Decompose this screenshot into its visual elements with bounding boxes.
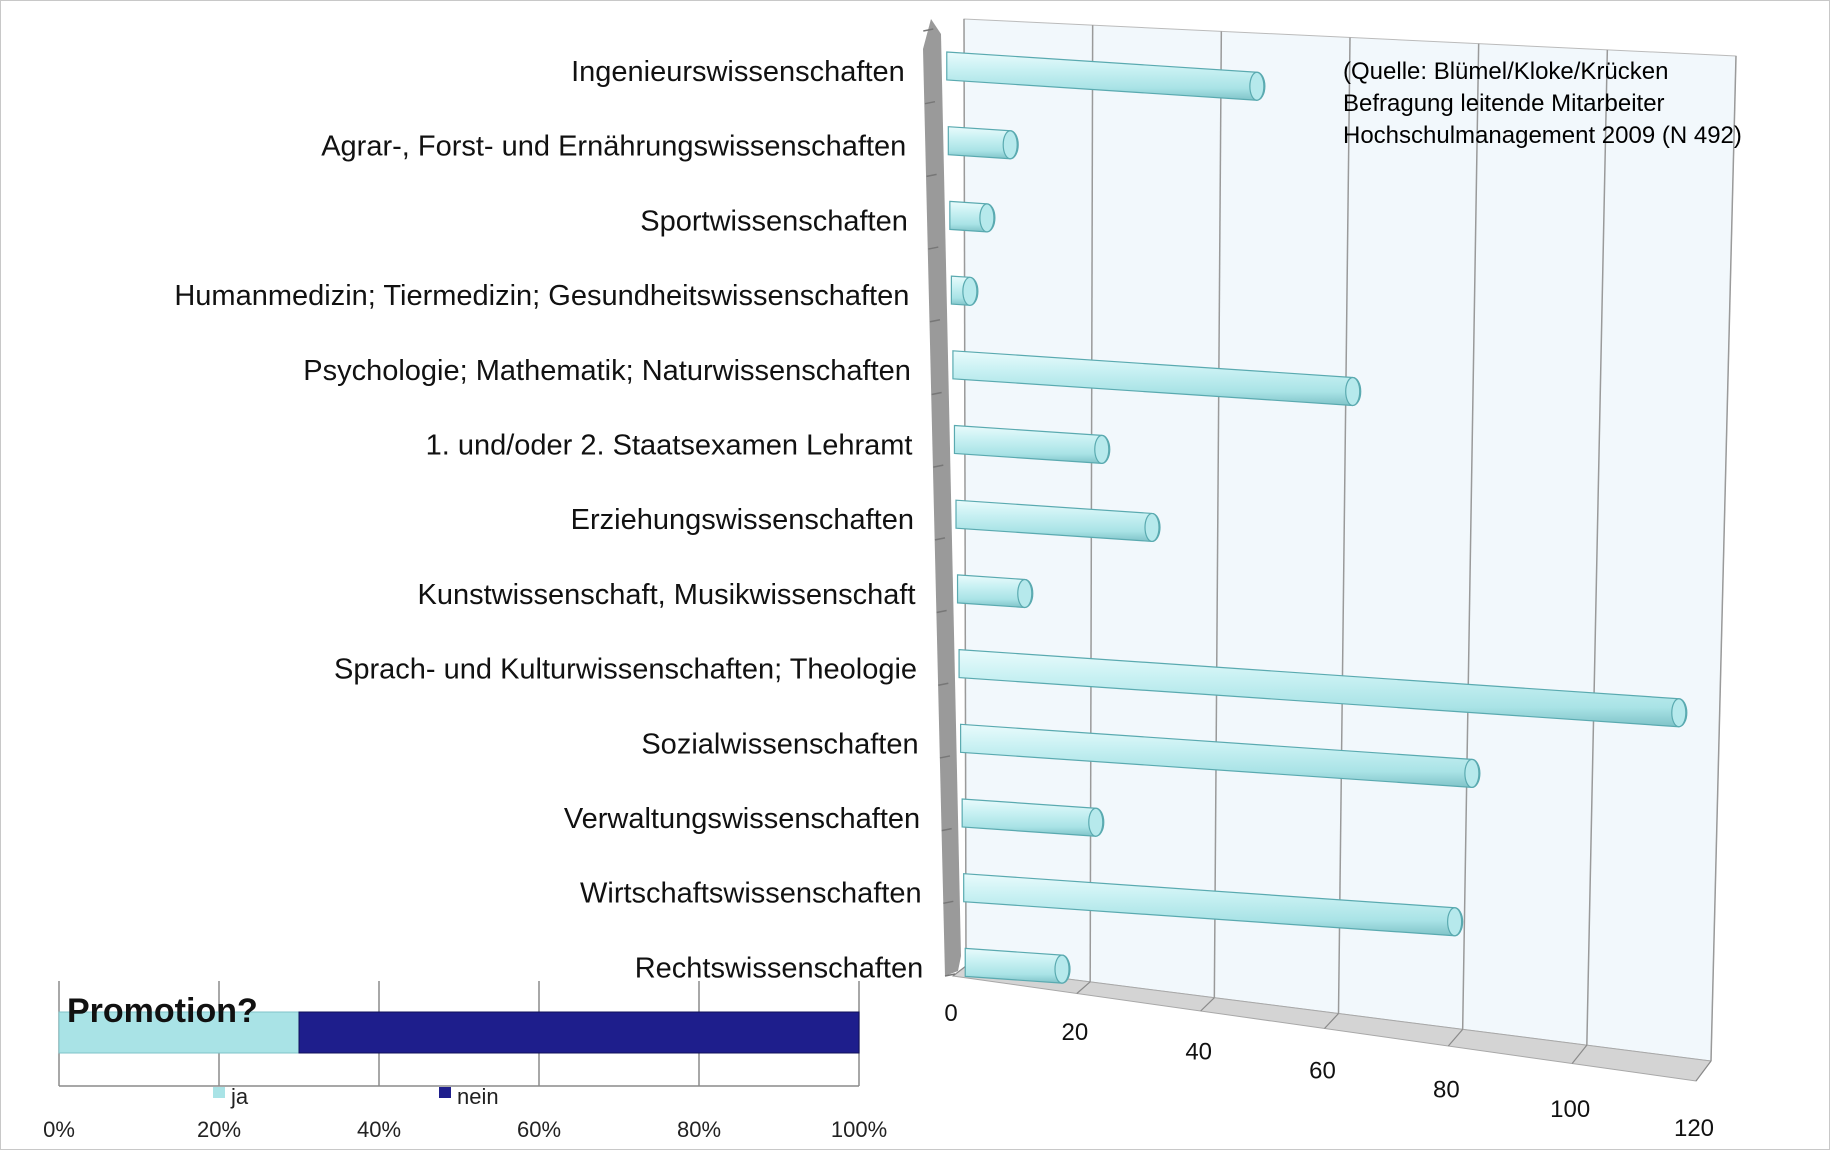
bar	[949, 200, 996, 233]
bar-end-cap	[979, 203, 995, 233]
gridline	[1586, 49, 1609, 1046]
bar-end-cap	[1249, 71, 1265, 101]
category-label: Wirtschaftswissenschaften	[580, 878, 922, 910]
category-tick	[934, 537, 946, 541]
category-label: Ingenieurswissenschaften	[571, 56, 905, 88]
bar-end-cap	[1671, 698, 1687, 728]
bar	[961, 798, 1105, 837]
mini-x-tick-label: 20%	[197, 1117, 241, 1142]
legend-label-nein: nein	[457, 1084, 499, 1109]
mini-x-tick-label: 60%	[517, 1117, 561, 1142]
bar-end-cap	[1017, 578, 1033, 609]
category-label: Sozialwissenschaften	[641, 728, 918, 760]
x-tick-label: 20	[1061, 1019, 1088, 1046]
gridline	[1213, 31, 1223, 998]
bar-end-cap	[1054, 954, 1070, 984]
bar	[955, 499, 1161, 543]
mini-chart-title: Promotion?	[67, 992, 258, 1030]
left-side-wall	[923, 19, 961, 976]
mini-x-tick-label: 40%	[357, 1117, 401, 1142]
category-tick	[928, 246, 939, 250]
mini-x-tick-label: 0%	[43, 1117, 75, 1142]
category-tick	[938, 682, 949, 686]
mini-chart: Promotion? ja nein 0% 20% 40% 60% 80% 100%	[43, 981, 887, 1142]
mini-x-tick-label: 100%	[831, 1117, 887, 1142]
source-annotation: (Quelle: Blümel/Kloke/Krücken Befragung l…	[1343, 58, 1742, 149]
x-tick-label: 80	[1433, 1077, 1460, 1104]
category-tick	[933, 464, 944, 468]
category-label: Rechtswissenschaften	[635, 952, 924, 984]
category-ticks	[923, 28, 956, 977]
bar-end-cap	[1464, 758, 1480, 789]
category-label: Erziehungswissenschaften	[571, 504, 914, 536]
category-tick	[939, 755, 951, 759]
category-label: Sprach- und Kulturwissenschaften; Theolo…	[334, 654, 917, 686]
x-tick-label: 40	[1185, 1038, 1212, 1065]
category-label: Humanmedizin; Tiermedizin; Gesundheitswi…	[174, 280, 909, 312]
gridline	[1337, 37, 1351, 1014]
category-label: Psychologie; Mathematik; Naturwissenscha…	[303, 355, 911, 387]
floor-gridline	[1200, 997, 1215, 1012]
bar	[946, 51, 1266, 101]
source-annotation-line: Hochschulmanagement 2009 (N 492)	[1343, 122, 1742, 149]
category-label: Kunstwissenschaft, Musikwissenschaft	[418, 579, 916, 611]
category-tick	[943, 900, 954, 905]
bar	[963, 873, 1464, 937]
category-tick	[926, 173, 937, 178]
source-annotation-line: (Quelle: Blümel/Kloke/Krücken	[1343, 58, 1668, 85]
category-tick	[923, 28, 934, 32]
floor-gridline	[1447, 1028, 1464, 1047]
x-tick-label: 100	[1550, 1096, 1590, 1123]
bar	[964, 947, 1071, 984]
bar-end-cap	[1345, 376, 1361, 407]
legend-swatch-ja	[213, 1087, 225, 1098]
x-tick-label: 0	[944, 1000, 957, 1027]
category-label: Sportwissenschaften	[640, 205, 908, 237]
bar	[947, 126, 1019, 160]
category-labels: Ingenieurswissenschaften Agrar-, Forst- u…	[174, 56, 923, 984]
category-tick	[931, 391, 942, 396]
category-label: Verwaltungswissenschaften	[564, 803, 920, 835]
category-tick	[929, 319, 941, 323]
bar	[960, 723, 1481, 789]
x-tick-labels: 0 20 40 60 80 100 120	[944, 1000, 1714, 1142]
bar	[953, 424, 1111, 464]
bar-end-cap	[1144, 512, 1160, 543]
gridline	[1710, 55, 1737, 1062]
category-tick	[924, 100, 936, 105]
bar-end-cap	[962, 276, 978, 306]
category-tick	[944, 973, 956, 977]
floor-gridline	[1571, 1044, 1588, 1064]
source-annotation-line: Befragung leitende Mitarbeiter	[1343, 90, 1665, 117]
bar	[956, 574, 1034, 609]
category-tick	[941, 827, 952, 832]
bar	[950, 275, 979, 306]
floor-gridline	[1076, 981, 1091, 994]
x-tick-label: 60	[1309, 1058, 1336, 1085]
gridline	[1461, 43, 1480, 1030]
legend-label-ja: ja	[230, 1084, 249, 1109]
mini-x-tick-label: 80%	[677, 1117, 721, 1142]
category-label: 1. und/oder 2. Staatsexamen Lehramt	[426, 430, 913, 462]
category-tick	[936, 609, 947, 614]
bar	[958, 648, 1688, 728]
x-tick-label: 120	[1674, 1115, 1714, 1142]
bars	[946, 51, 1688, 984]
mini-bar-segment-nein	[298, 1011, 860, 1054]
bar-end-cap	[1088, 807, 1104, 837]
bar-end-cap	[1094, 434, 1110, 464]
floor-gridline	[1695, 1060, 1712, 1082]
floor-gridline	[952, 965, 967, 977]
mini-bar-segment-ja	[58, 1011, 300, 1054]
legend-swatch-nein	[439, 1087, 451, 1098]
category-label: Agrar-, Forst- und Ernährungswissenschaf…	[321, 131, 906, 163]
bar	[952, 350, 1362, 407]
bar-end-cap	[1002, 130, 1018, 160]
floor-gridline	[1324, 1013, 1339, 1029]
bar-end-cap	[1447, 907, 1463, 937]
